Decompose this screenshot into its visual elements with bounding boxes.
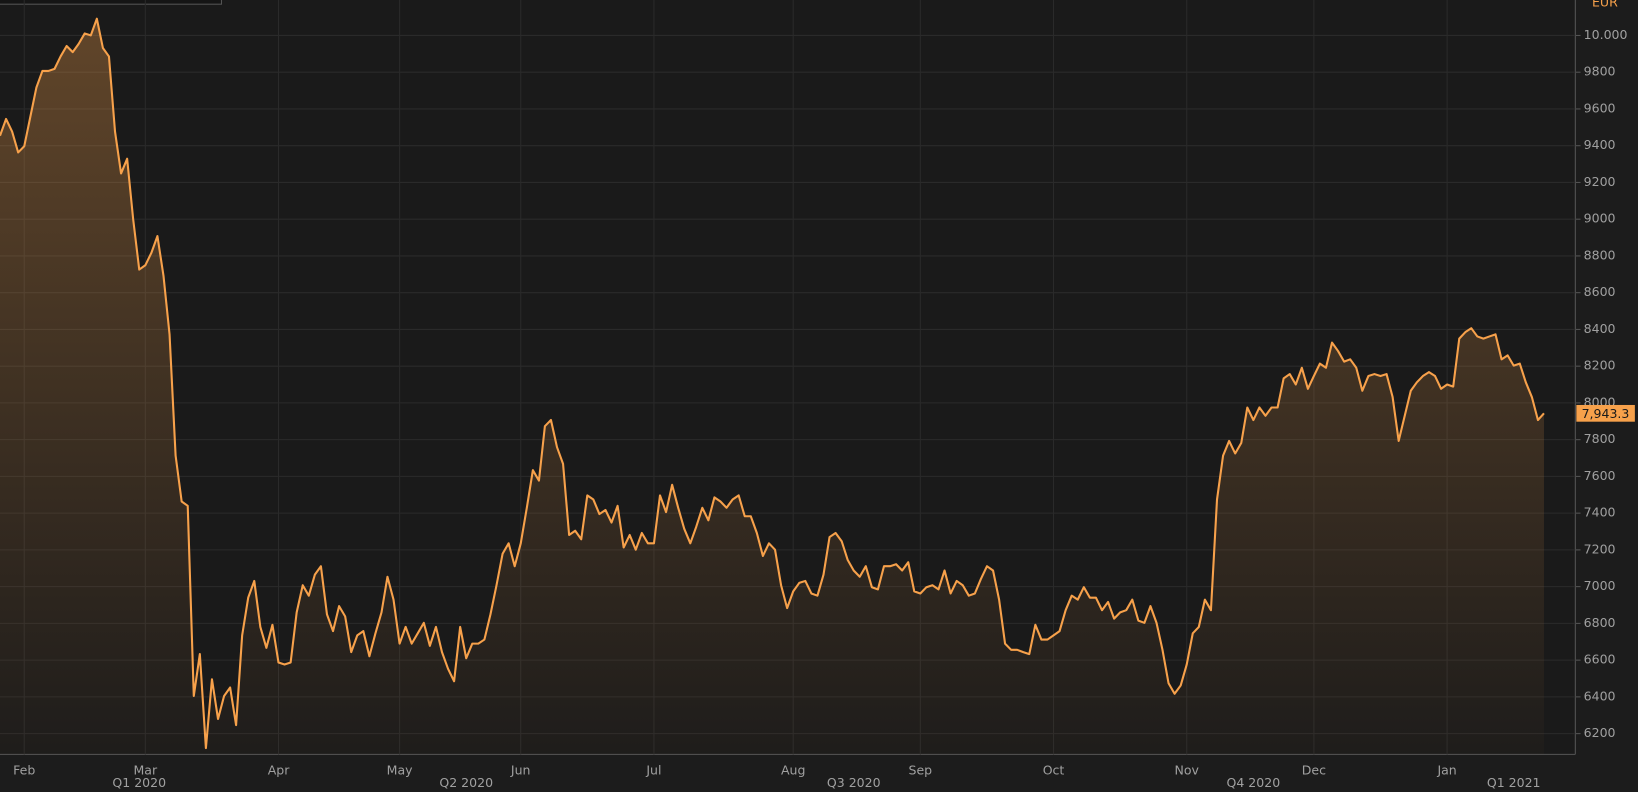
y-tick-label: 6800	[1584, 615, 1616, 630]
y-tick-label: 9600	[1584, 100, 1616, 115]
x-tick-label: Jul	[645, 763, 661, 778]
x-tick-label: Aug	[781, 763, 805, 778]
x-tick-label: Apr	[268, 763, 291, 778]
last-value-label: 7,943.3	[1582, 406, 1630, 421]
y-unit: EUR	[1592, 0, 1618, 10]
y-tick-label: 8600	[1584, 284, 1616, 299]
y-tick-label: 7200	[1584, 541, 1616, 556]
y-tick-label: 9400	[1584, 137, 1616, 152]
y-tick-label: 9800	[1584, 64, 1616, 79]
y-tick-label: 8800	[1584, 247, 1616, 262]
y-tick-label: 9000	[1584, 211, 1616, 226]
y-tick-label: 8200	[1584, 358, 1616, 373]
y-tick-label: 7400	[1584, 505, 1616, 520]
quarter-label: Q2 2020	[439, 775, 493, 790]
y-tick-label: 9200	[1584, 174, 1616, 189]
y-tick-label: 7800	[1584, 431, 1616, 446]
quarter-label: Q3 2020	[827, 775, 881, 790]
y-tick-label: 6600	[1584, 652, 1616, 667]
x-tick-label: Nov	[1175, 763, 1200, 778]
area	[0, 18, 1544, 755]
y-tick-label: 6400	[1584, 688, 1616, 703]
toolbar-box	[0, 0, 222, 5]
x-tick-label: Feb	[13, 763, 35, 778]
line	[0, 17, 1545, 750]
quarter-label: Q1 2021	[1487, 775, 1541, 790]
x-tick-label: Sep	[909, 763, 933, 778]
y-tick-label: 8400	[1584, 321, 1616, 336]
y-tick-label: 6200	[1584, 725, 1616, 740]
x-tick-label: Jan	[1436, 763, 1456, 778]
x-tick-label: May	[387, 763, 413, 778]
x-tick-label: Dec	[1302, 763, 1326, 778]
y-tick-label: 10.000	[1584, 27, 1628, 42]
x-tick-label: Jun	[510, 763, 531, 778]
quarter-label: Q1 2020	[112, 775, 166, 790]
y-tick-label: 7600	[1584, 468, 1616, 483]
quarter-label: Q4 2020	[1227, 775, 1281, 790]
y-tick-label: 7000	[1584, 578, 1616, 593]
x-tick-label: Oct	[1043, 763, 1065, 778]
last-value-marker	[1576, 404, 1635, 422]
x-tick-label: Mar	[134, 763, 158, 778]
